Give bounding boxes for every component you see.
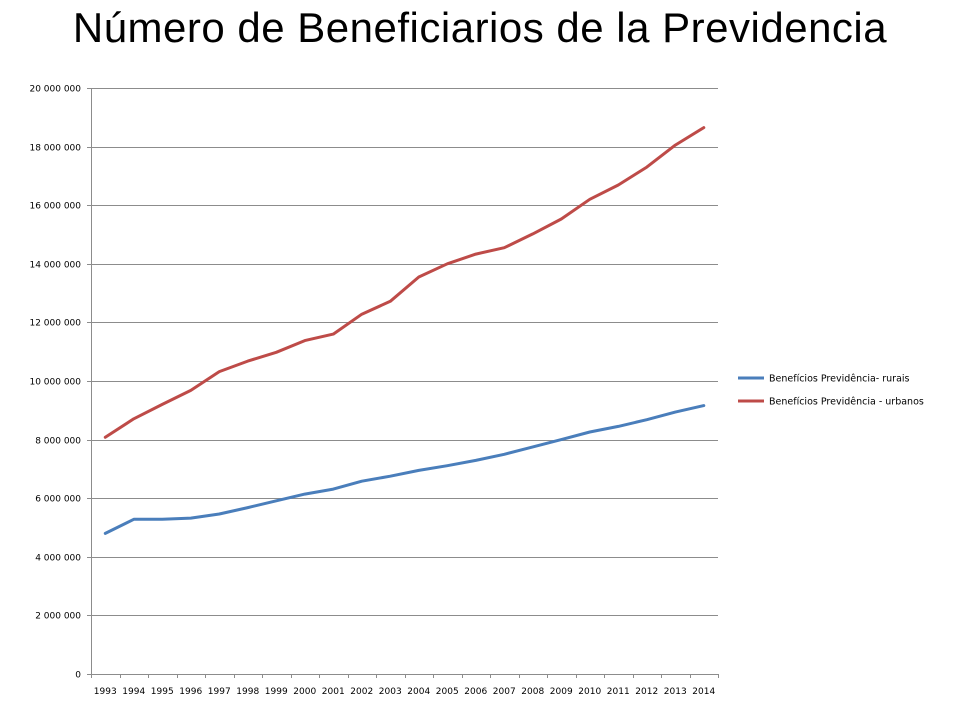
axes: 0 2 000 000 4 000 000 6 000 000 8 000 000 10 … [29, 85, 719, 697]
x-tick-label: 1995 [151, 687, 174, 697]
x-tick-label: 2002 [350, 687, 373, 697]
y-tick-label: 0 [75, 671, 81, 681]
x-tick-label: 2004 [407, 687, 430, 697]
x-tick-label: 2003 [379, 687, 402, 697]
y-tick-label: 6 000 000 [35, 495, 81, 505]
y-tick-label: 14 000 000 [29, 261, 81, 271]
x-tick-label: 2012 [635, 687, 658, 697]
x-tick-label: 1999 [265, 687, 288, 697]
y-tick-label: 20 000 000 [29, 85, 81, 95]
x-tick-label: 2010 [578, 687, 601, 697]
y-tick-label: 2 000 000 [35, 612, 81, 622]
x-tick-label: 2011 [607, 687, 630, 697]
x-tick-label: 2014 [692, 687, 715, 697]
series-line-urbanos [103, 126, 706, 439]
x-tick-label: 2005 [436, 687, 459, 697]
x-tick-label: 2001 [322, 687, 345, 697]
gridlines [91, 88, 718, 616]
slide-title: Número de Beneficiarios de la Previdenci… [72, 4, 888, 51]
x-tick-label: 2000 [293, 687, 316, 697]
x-tick-label: 1998 [236, 687, 259, 697]
y-tick-label: 16 000 000 [29, 202, 81, 212]
legend-label: Benefícios Previdência - urbanos [769, 397, 924, 408]
y-tick-label: 18 000 000 [29, 144, 81, 154]
y-tick-label: 12 000 000 [29, 319, 81, 329]
x-tick-label: 2008 [521, 687, 544, 697]
legend-label: Benefícios Previdência- rurais [769, 374, 910, 385]
y-tick-label: 4 000 000 [35, 554, 81, 564]
x-tick-label: 1994 [122, 687, 145, 697]
y-tick-label: 8 000 000 [35, 437, 81, 447]
x-tick-label: 1996 [179, 687, 202, 697]
series-lines [103, 126, 706, 535]
legend: Benefícios Previdência- rurais Benefícios… [738, 374, 924, 408]
series-line-rurais [103, 404, 706, 535]
x-tick-label: 1997 [208, 687, 231, 697]
x-tick-label: 1993 [94, 687, 117, 697]
x-tick-label: 2007 [493, 687, 516, 697]
x-tick-label: 2013 [664, 687, 687, 697]
x-tick-label: 2006 [464, 687, 487, 697]
x-tick-label: 2009 [550, 687, 573, 697]
y-tick-label: 10 000 000 [29, 378, 81, 388]
